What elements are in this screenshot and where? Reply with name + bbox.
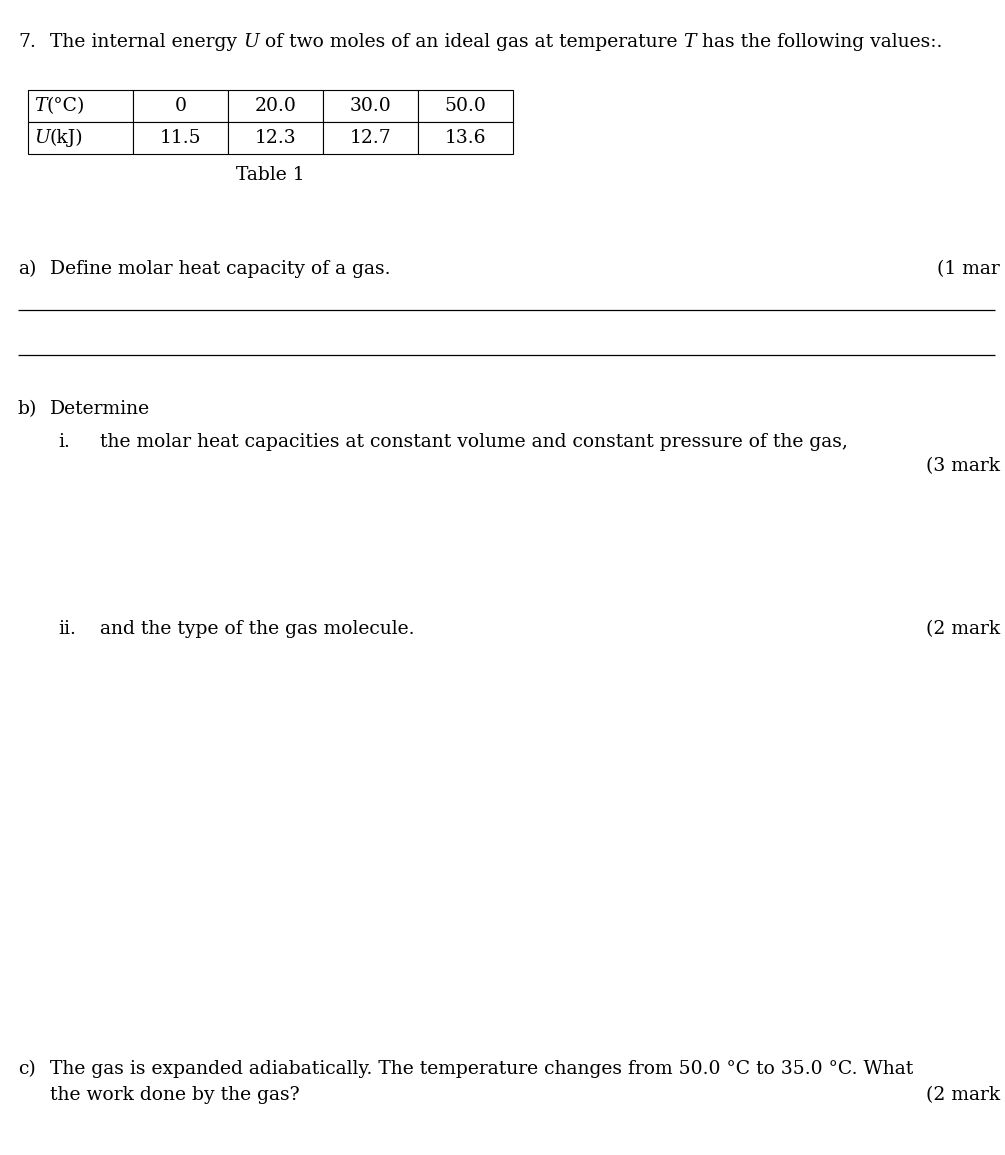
Bar xyxy=(133,122,228,154)
Text: 50.0: 50.0 xyxy=(444,97,486,116)
Text: 20.0: 20.0 xyxy=(254,97,296,116)
Bar xyxy=(228,90,323,122)
Text: b): b) xyxy=(18,400,37,418)
Text: (kJ): (kJ) xyxy=(50,129,83,147)
Text: U: U xyxy=(34,129,50,147)
Text: (2 mark: (2 mark xyxy=(926,1086,1000,1104)
Text: 12.3: 12.3 xyxy=(254,129,296,147)
Text: The internal energy: The internal energy xyxy=(50,33,243,51)
Text: The gas is expanded adiabatically. The temperature changes from 50.0 °C to 35.0 : The gas is expanded adiabatically. The t… xyxy=(50,1060,914,1078)
Text: 11.5: 11.5 xyxy=(160,129,201,147)
Bar xyxy=(418,122,513,154)
Text: 13.6: 13.6 xyxy=(445,129,486,147)
Text: of two moles of an ideal gas at temperature: of two moles of an ideal gas at temperat… xyxy=(258,33,683,51)
Text: a): a) xyxy=(18,260,36,278)
Text: Define molar heat capacity of a gas.: Define molar heat capacity of a gas. xyxy=(50,260,391,278)
Bar xyxy=(418,90,513,122)
Text: ii.: ii. xyxy=(58,620,75,638)
Text: 12.7: 12.7 xyxy=(350,129,391,147)
Text: 30.0: 30.0 xyxy=(350,97,391,116)
Text: T: T xyxy=(34,97,46,116)
Text: U: U xyxy=(243,33,258,51)
Text: (1 mar: (1 mar xyxy=(938,260,1000,278)
Text: and the type of the gas molecule.: and the type of the gas molecule. xyxy=(100,620,414,638)
Text: the molar heat capacities at constant volume and constant pressure of the gas,: the molar heat capacities at constant vo… xyxy=(100,433,848,450)
Text: the work done by the gas?: the work done by the gas? xyxy=(50,1086,299,1104)
Bar xyxy=(28,90,133,122)
Text: has the following values:.: has the following values:. xyxy=(695,33,942,51)
Text: 0: 0 xyxy=(175,97,187,116)
Bar xyxy=(228,122,323,154)
Text: Determine: Determine xyxy=(50,400,150,418)
Bar xyxy=(133,90,228,122)
Text: Table 1: Table 1 xyxy=(236,166,305,184)
Text: i.: i. xyxy=(58,433,70,450)
Text: c): c) xyxy=(18,1060,36,1078)
Text: 7.: 7. xyxy=(18,33,36,51)
Bar xyxy=(28,122,133,154)
Text: (3 mark: (3 mark xyxy=(926,457,1000,475)
Text: T: T xyxy=(683,33,695,51)
Bar xyxy=(323,122,418,154)
Bar xyxy=(323,90,418,122)
Text: (°C): (°C) xyxy=(46,97,84,116)
Text: (2 mark: (2 mark xyxy=(926,620,1000,638)
